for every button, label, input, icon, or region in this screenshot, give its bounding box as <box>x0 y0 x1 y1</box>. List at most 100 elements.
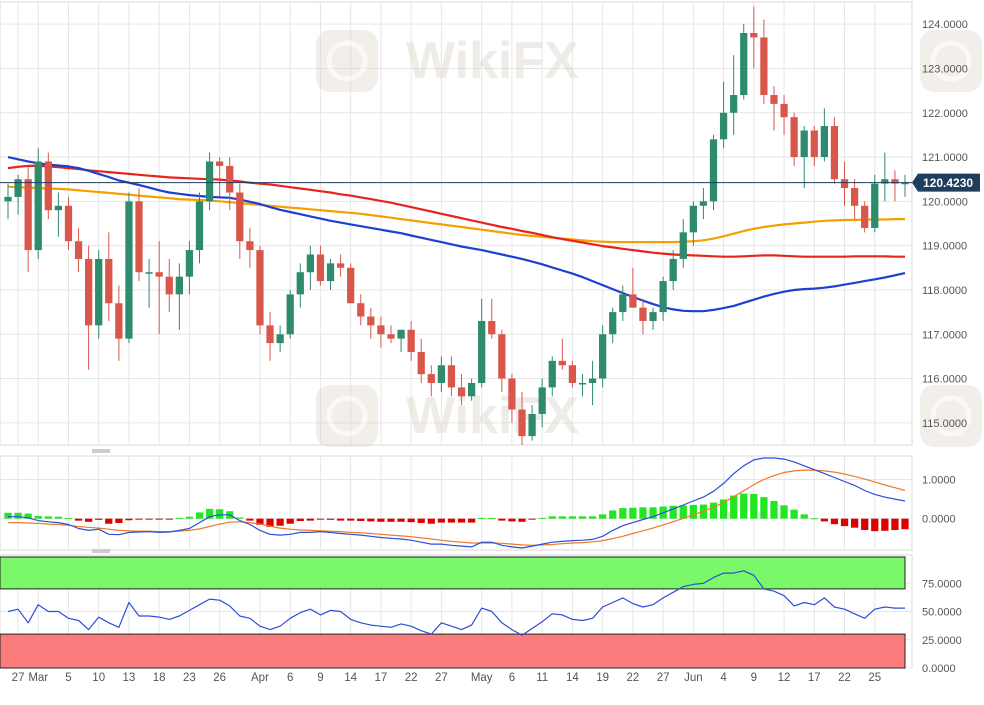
candle[interactable] <box>760 19 768 104</box>
candle-body[interactable] <box>467 382 476 397</box>
candle-body[interactable] <box>699 201 708 206</box>
candle-body[interactable] <box>347 267 355 304</box>
candle-body[interactable] <box>44 161 52 211</box>
candle[interactable] <box>649 307 657 330</box>
candle-body[interactable] <box>568 365 577 383</box>
candle[interactable] <box>205 152 214 211</box>
candle-body[interactable] <box>165 276 173 295</box>
candle-body[interactable] <box>296 272 304 295</box>
candle[interactable] <box>195 192 204 264</box>
candle-body[interactable] <box>730 95 738 113</box>
candle[interactable] <box>518 391 526 445</box>
candle[interactable] <box>216 157 224 197</box>
candle[interactable] <box>165 258 173 313</box>
candle-body[interactable] <box>538 387 546 414</box>
candle-body[interactable] <box>125 201 133 339</box>
candle[interactable] <box>4 183 12 220</box>
candle-body[interactable] <box>609 312 617 335</box>
candle[interactable] <box>619 285 627 321</box>
candle[interactable] <box>750 6 758 69</box>
candle-body[interactable] <box>236 192 244 242</box>
candle[interactable] <box>659 276 667 321</box>
candle-body[interactable] <box>286 294 294 335</box>
candle-body[interactable] <box>447 365 456 388</box>
candle[interactable] <box>105 232 113 321</box>
candle-body[interactable] <box>588 378 597 383</box>
candle[interactable] <box>175 263 183 330</box>
candle[interactable] <box>226 157 234 211</box>
candle-body[interactable] <box>719 112 728 140</box>
candle-body[interactable] <box>820 126 828 158</box>
candle[interactable] <box>135 188 143 282</box>
candle[interactable] <box>709 134 718 211</box>
candle[interactable] <box>276 325 284 352</box>
candle-body[interactable] <box>810 130 818 158</box>
candle-body[interactable] <box>407 329 415 352</box>
candle-body[interactable] <box>619 294 627 313</box>
candle[interactable] <box>266 312 274 361</box>
candle[interactable] <box>427 365 435 397</box>
candle[interactable] <box>830 117 839 184</box>
candle-body[interactable] <box>14 179 22 197</box>
candle-body[interactable] <box>357 303 365 317</box>
candle-body[interactable] <box>498 334 506 379</box>
candle[interactable] <box>800 126 808 189</box>
candle-body[interactable] <box>548 360 556 388</box>
candle-body[interactable] <box>135 201 143 273</box>
candle-body[interactable] <box>417 351 425 375</box>
candle-body[interactable] <box>74 241 83 259</box>
candle-body[interactable] <box>901 182 909 185</box>
candle-body[interactable] <box>266 325 274 344</box>
candle-body[interactable] <box>437 365 446 383</box>
candle-body[interactable] <box>850 188 859 206</box>
candle-body[interactable] <box>54 205 63 211</box>
candle-body[interactable] <box>256 250 264 326</box>
candle[interactable] <box>64 196 73 251</box>
candle-body[interactable] <box>881 179 889 184</box>
candle[interactable] <box>115 285 123 361</box>
candle-body[interactable] <box>175 276 183 295</box>
candle[interactable] <box>689 201 697 246</box>
candle[interactable] <box>347 263 355 304</box>
candle[interactable] <box>397 329 405 352</box>
candle-body[interactable] <box>195 201 204 251</box>
candle[interactable] <box>488 298 496 339</box>
candle[interactable] <box>145 258 153 308</box>
candle[interactable] <box>609 307 617 344</box>
candle-body[interactable] <box>578 382 587 385</box>
candle[interactable] <box>125 192 133 344</box>
candle[interactable] <box>780 95 788 135</box>
candle[interactable] <box>558 338 566 370</box>
candle[interactable] <box>871 174 879 233</box>
candle[interactable] <box>528 405 536 441</box>
candle[interactable] <box>155 241 163 335</box>
candle[interactable] <box>256 245 264 335</box>
candle-body[interactable] <box>709 139 718 202</box>
candle[interactable] <box>377 316 385 348</box>
candle-body[interactable] <box>629 294 637 308</box>
candle-body[interactable] <box>105 258 113 304</box>
candle[interactable] <box>467 378 476 401</box>
candle[interactable] <box>538 378 546 428</box>
candle-body[interactable] <box>478 320 486 383</box>
candle-body[interactable] <box>316 254 325 282</box>
candle-body[interactable] <box>115 303 123 339</box>
candle[interactable] <box>54 192 63 237</box>
candle[interactable] <box>286 289 294 339</box>
candle-body[interactable] <box>861 205 869 228</box>
candle[interactable] <box>548 356 556 397</box>
candle-body[interactable] <box>85 258 93 326</box>
candle-body[interactable] <box>246 241 254 251</box>
candle-body[interactable] <box>377 325 385 335</box>
macd-panel[interactable] <box>0 455 913 551</box>
candle-body[interactable] <box>457 387 466 397</box>
candle[interactable] <box>357 294 365 326</box>
candle[interactable] <box>599 325 607 388</box>
candle-body[interactable] <box>800 130 808 158</box>
candle[interactable] <box>326 258 335 290</box>
candle[interactable] <box>85 245 93 370</box>
candle[interactable] <box>316 245 325 286</box>
candle[interactable] <box>478 298 486 388</box>
candle-body[interactable] <box>830 126 839 180</box>
